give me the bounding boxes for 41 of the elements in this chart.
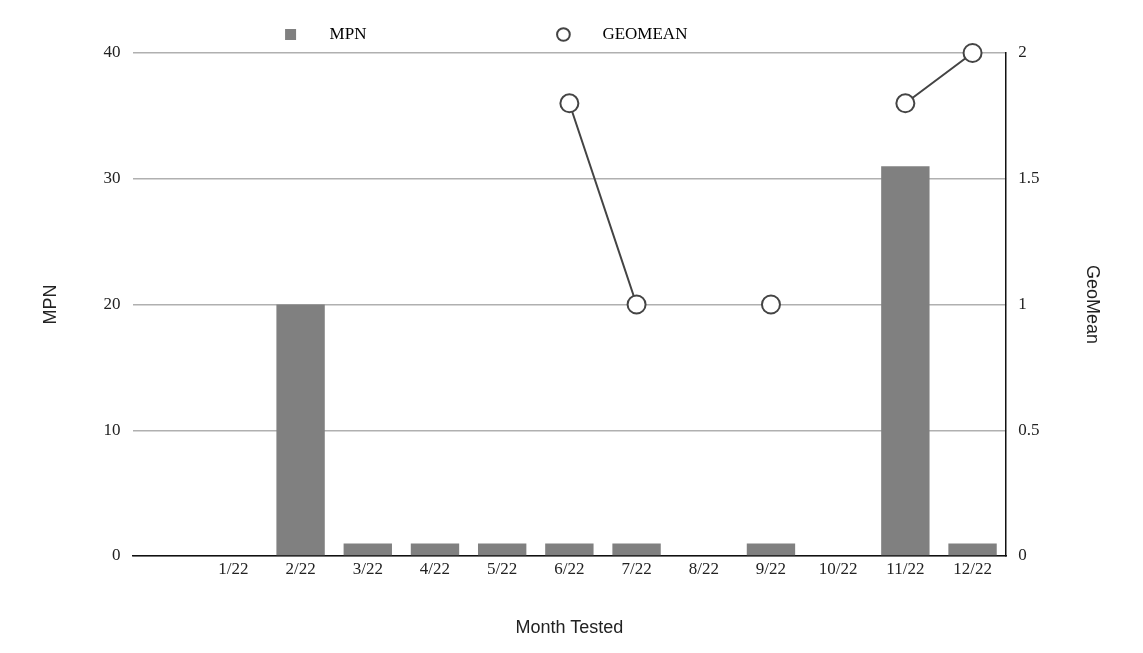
x-tick-label: 10/22 (818, 558, 858, 578)
bar (881, 166, 930, 556)
point (626, 294, 647, 315)
y-tick-label: 10 (103, 419, 121, 439)
x-tick-label: 7/22 (621, 558, 652, 578)
point (962, 43, 983, 63)
x-tick-label: 8/22 (688, 558, 719, 578)
bar (410, 543, 460, 556)
y-tick-label: 20 (103, 293, 121, 313)
legend-label: GEOMEAN (576, 23, 858, 43)
y2-tick-label: 1 (1018, 293, 1027, 313)
y2-tick-label: 0.5 (1018, 419, 1040, 439)
bar (343, 543, 392, 556)
x-axis-title: Month Tested (515, 617, 624, 638)
bar (477, 543, 527, 556)
y2-tick-label: 2 (1018, 42, 1027, 62)
y2-tick-label: 1.5 (1018, 168, 1040, 188)
bar (948, 543, 997, 556)
bar (612, 543, 661, 556)
point (760, 294, 781, 315)
bar (545, 543, 594, 556)
y-axis-title: MPN (39, 284, 60, 325)
y2-tick-label: 0 (1018, 545, 1027, 565)
x-tick-label: 11/22 (886, 558, 925, 578)
y-tick-label: 0 (112, 545, 121, 565)
x-tick-label: 5/22 (487, 558, 518, 578)
bar (276, 304, 325, 556)
x-tick-label: 1/22 (218, 558, 249, 578)
x-tick-label: 3/22 (352, 558, 383, 578)
legend-label: MPN (304, 23, 537, 43)
point (895, 93, 916, 114)
x-tick-label: 2/22 (285, 558, 316, 578)
y-tick-label: 40 (103, 42, 121, 62)
point (559, 93, 580, 114)
x-tick-label: 12/22 (953, 558, 992, 578)
x-tick-label: 9/22 (755, 558, 787, 578)
y2-axis-title: GeoMean (1083, 264, 1104, 345)
y-tick-label: 30 (103, 168, 121, 188)
bar (746, 543, 796, 556)
x-tick-label: 4/22 (419, 558, 451, 578)
x-tick-label: 6/22 (554, 558, 585, 578)
